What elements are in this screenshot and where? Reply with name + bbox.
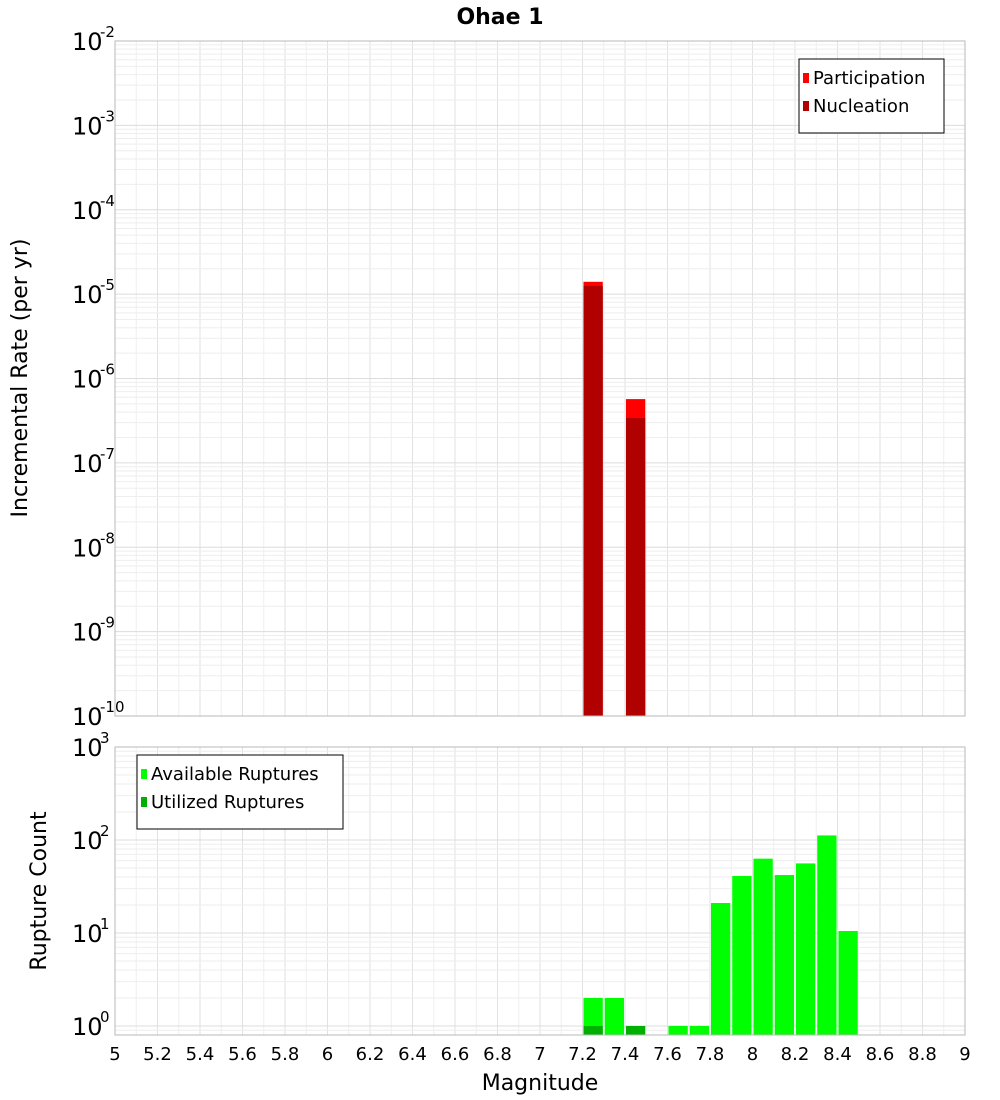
- y-tick-exponent: -3: [100, 107, 115, 125]
- count-bar-available-ruptures: [668, 1025, 688, 1035]
- x-tick-label: 7.6: [653, 1044, 682, 1065]
- count-bar-available-ruptures: [689, 1025, 710, 1035]
- y-tick-label: 10: [72, 197, 103, 225]
- y-tick-exponent: -10: [100, 698, 125, 716]
- x-tick-label: 7.2: [568, 1044, 597, 1065]
- count-bar-available-ruptures: [817, 835, 837, 1035]
- rate-bar-nucleation: [583, 285, 603, 716]
- x-tick-label: 6.8: [483, 1044, 512, 1065]
- y-tick-label: 10: [72, 112, 103, 140]
- legend-swatch: [141, 797, 147, 807]
- y-tick-label: 10: [72, 703, 103, 731]
- rate-bars: [583, 281, 646, 716]
- x-tick-label: 6: [322, 1044, 333, 1065]
- count-plot-border: [114, 746, 966, 1036]
- count-bar-utilized-ruptures: [625, 1025, 646, 1035]
- legend-label: Available Ruptures: [151, 764, 319, 785]
- y-tick-label: 10: [72, 920, 103, 948]
- x-tick-label: 9: [959, 1044, 970, 1065]
- y-tick-label: 10: [72, 1013, 103, 1041]
- y-tick-label: 10: [72, 619, 103, 647]
- legend-label: Participation: [813, 68, 925, 89]
- y-tick-label: 10: [72, 827, 103, 855]
- x-tick-label: 7.4: [611, 1044, 640, 1065]
- count-bar-available-ruptures: [753, 858, 773, 1035]
- y-tick-exponent: -7: [100, 445, 115, 463]
- y-tick-label: 10: [72, 28, 103, 56]
- rate-legend: Participation Nucleation: [798, 58, 945, 134]
- count-bar-available-ruptures: [583, 997, 603, 1035]
- y-tick-exponent: 0: [100, 1008, 110, 1026]
- legend-swatch: [803, 73, 809, 83]
- legend-swatch: [803, 101, 809, 111]
- y-tick-label: 10: [72, 450, 103, 478]
- rate-gridlines: [114, 40, 966, 717]
- y-tick-label: 10: [72, 734, 103, 762]
- x-tick-label: 6.6: [441, 1044, 470, 1065]
- x-tick-label: 8: [747, 1044, 758, 1065]
- legend-label: Utilized Ruptures: [151, 792, 304, 813]
- x-tick-label: 5.8: [271, 1044, 300, 1065]
- count-bar-available-ruptures: [732, 876, 752, 1035]
- legend-box: [798, 58, 945, 134]
- rate-y-axis-title: Incremental Rate (per yr): [8, 239, 33, 518]
- count-bar-available-ruptures: [774, 875, 795, 1035]
- count-bars: [583, 835, 858, 1035]
- y-tick-exponent: -6: [100, 361, 115, 379]
- x-tick-label: 8.2: [781, 1044, 810, 1065]
- count-legend: Available Ruptures Utilized Ruptures: [136, 754, 344, 830]
- x-axis-title: Magnitude: [482, 1071, 599, 1096]
- x-tick-label: 8.4: [823, 1044, 852, 1065]
- count-bar-available-ruptures: [710, 903, 731, 1035]
- x-tick-label: 7: [534, 1044, 545, 1065]
- x-tick-label: 5.4: [186, 1044, 215, 1065]
- y-tick-label: 10: [72, 281, 103, 309]
- count-bar-available-ruptures: [604, 997, 625, 1035]
- y-tick-exponent: -8: [100, 529, 115, 547]
- y-tick-label: 10: [72, 366, 103, 394]
- x-tick-label: 8.6: [866, 1044, 895, 1065]
- legend-label: Nucleation: [813, 96, 909, 117]
- x-tick-label: 6.2: [356, 1044, 385, 1065]
- chart-title: Ohae 1: [456, 5, 543, 30]
- rate-plot-border: [114, 40, 966, 717]
- y-tick-exponent: -9: [100, 614, 115, 632]
- legend-box: [136, 754, 344, 830]
- count-bar-available-ruptures: [795, 863, 816, 1035]
- y-tick-exponent: 1: [100, 915, 110, 933]
- x-tick-labels: 5 5.2 5.4 5.6 5.8 6 6.2 6.4 6.6 6.8 7 7.2 7.4 7.6 7.8 8…: [109, 1044, 970, 1065]
- count-bar-available-ruptures: [838, 931, 858, 1035]
- x-tick-label: 8.8: [908, 1044, 937, 1065]
- rate-bar-nucleation: [625, 418, 646, 716]
- y-tick-exponent: -5: [100, 276, 115, 294]
- y-tick-exponent: -2: [100, 23, 115, 41]
- x-tick-label: 7.8: [696, 1044, 725, 1065]
- y-tick-exponent: -4: [100, 192, 115, 210]
- legend-swatch: [141, 769, 147, 779]
- x-tick-label: 5.2: [143, 1044, 172, 1065]
- count-y-axis-title: Rupture Count: [27, 811, 52, 971]
- y-tick-label: 10: [72, 534, 103, 562]
- x-tick-label: 5: [109, 1044, 120, 1065]
- x-tick-label: 6.4: [398, 1044, 427, 1065]
- x-tick-label: 5.6: [228, 1044, 257, 1065]
- y-tick-exponent: 3: [100, 729, 110, 747]
- y-tick-exponent: 2: [100, 822, 110, 840]
- count-bar-utilized-ruptures: [583, 1025, 603, 1035]
